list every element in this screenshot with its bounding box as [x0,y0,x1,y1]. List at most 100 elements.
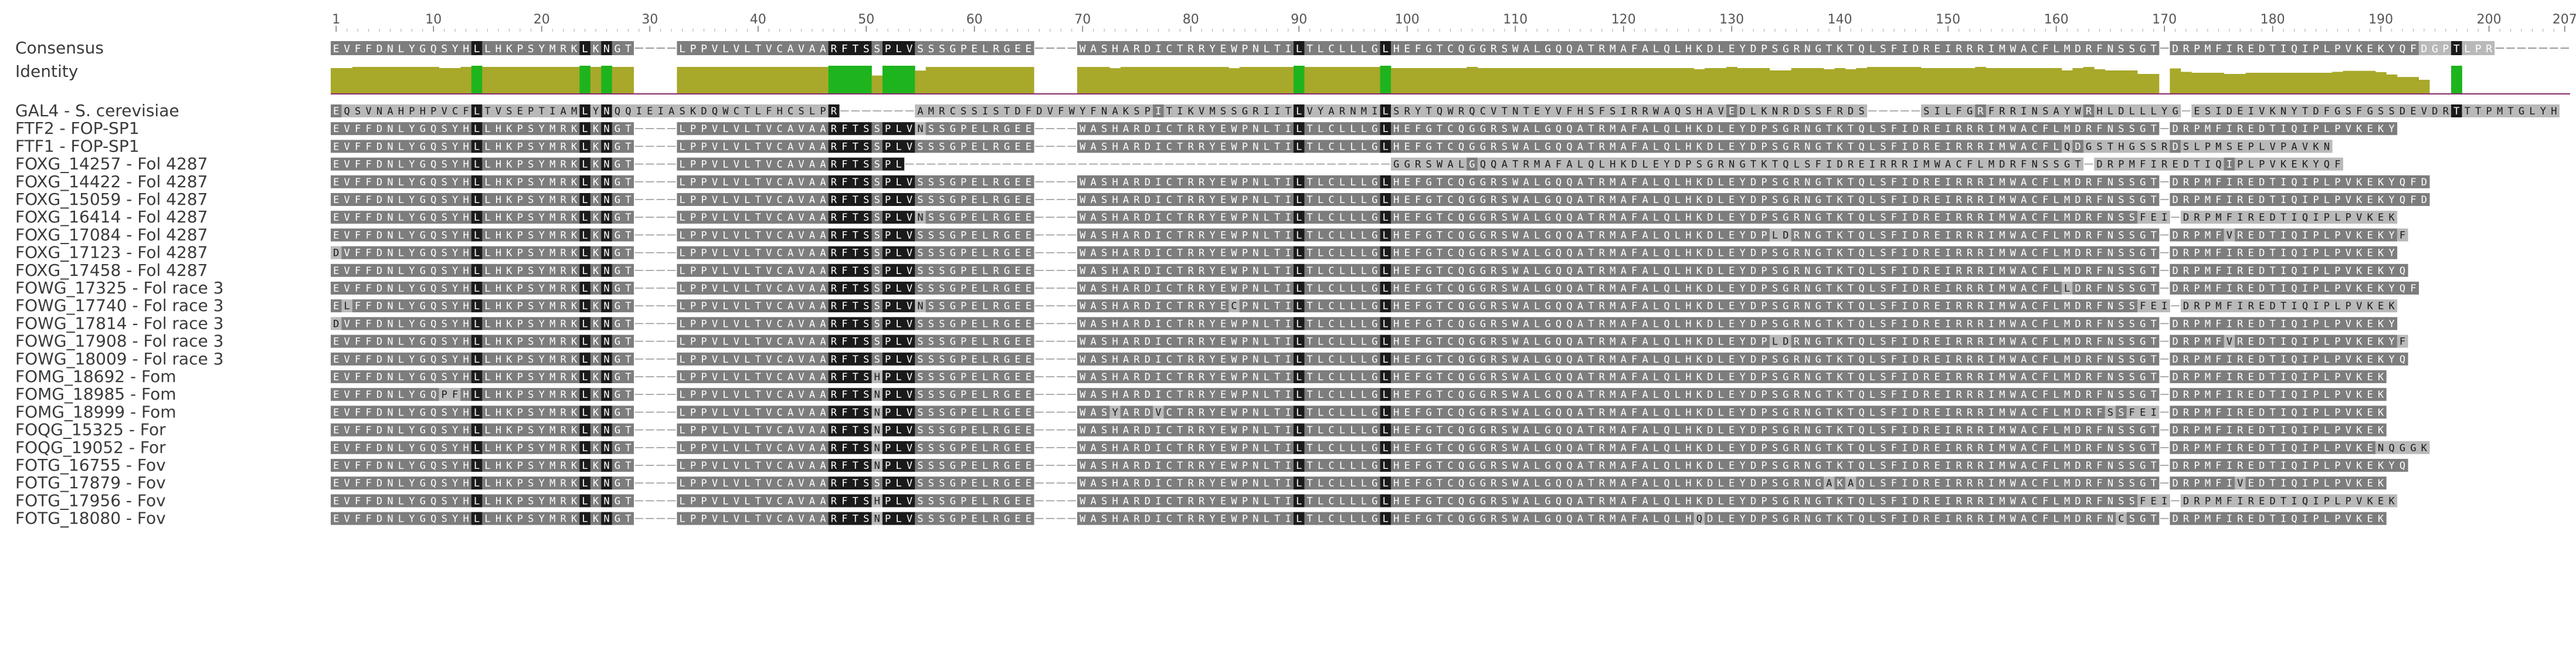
residue: M [2129,159,2135,171]
residue: L [744,194,750,206]
residue: Q [1458,212,1464,224]
residue: R [993,194,1000,206]
residue: R [993,248,1000,259]
residue: K [571,229,578,241]
residue: S [863,177,869,188]
residue: V [2270,159,2276,171]
residue: L [1318,212,1323,224]
residue: G [1480,212,1486,224]
consensus-residue: L [1382,43,1389,55]
sequence-label: GAL4 - S. cerevisiae [15,101,179,120]
residue: L [1653,177,1659,188]
residue: L [1599,159,1605,171]
consensus-cell [850,41,861,55]
residue: I [1988,123,1994,135]
consensus-cell [2061,41,2073,55]
consensus-cell [2321,41,2333,55]
residue: T [1826,283,1832,295]
residue: E [2151,212,2157,224]
residue: G [2140,283,2146,295]
residue: L [484,229,490,241]
residue: S [2129,123,2135,135]
consensus-cell [1272,41,1283,55]
residue: L [484,177,490,188]
residue: R [2183,194,2190,206]
residue: R [2183,283,2190,295]
residue: K [2378,177,2384,188]
consensus-cell [352,41,364,55]
residue: D [2172,248,2178,259]
residue: A [820,194,826,206]
residue: Y [2388,229,2394,241]
identity-bar [806,67,818,94]
residue: T [625,300,631,312]
residue: N [2324,141,2330,153]
residue: D [1750,248,1756,259]
consensus-cell [1098,41,1110,55]
consensus-cell [2126,41,2138,55]
residue: D [1913,123,1919,135]
identity-bar [817,67,829,94]
residue: E [1026,229,1031,241]
identity-bar [536,67,548,94]
consensus-residue: V [798,43,805,55]
residue: G [1480,248,1486,259]
residue: S [528,229,534,241]
consensus-cell [1780,41,1792,55]
consensus-cell [979,41,991,55]
residue: S [939,212,945,224]
identity-bar [1640,68,1651,94]
residue: T [853,141,858,153]
residue: F [355,159,361,171]
ruler-tick-label: 130 [1719,12,1744,27]
residue: V [344,123,350,135]
residue: F [2324,106,2330,117]
sequence-label: FOWG_17325 - Fol race 3 [15,278,223,298]
residue: D [1913,229,1919,241]
consensus-cell [2483,41,2495,55]
residue: H [1393,229,1399,241]
consensus-residue: S [917,43,924,55]
residue: D [2075,265,2081,277]
residue: K [571,283,578,295]
residue: F [2410,177,2416,188]
residue: T [1588,248,1594,259]
residue: P [517,159,523,171]
residue: K [2388,212,2395,224]
residue: S [928,283,934,295]
identity-bar [904,66,915,94]
residue: H [495,123,501,135]
residue: R [1718,159,1725,171]
residue: Q [1458,283,1464,295]
residue: T [1826,248,1832,259]
residue: N [603,229,609,241]
residue: T [625,141,631,153]
consensus-cell [1769,41,1781,55]
consensus-residue: S [863,43,870,55]
residue: F [2021,159,2027,171]
residue: P [409,106,415,117]
residue: Y [1415,106,1421,117]
residue: R [1188,265,1194,277]
consensus-residue: A [1620,43,1627,55]
residue: P [885,229,891,241]
residue: W [1512,123,1519,135]
consensus-residue: K [2356,43,2363,55]
residue: T [1307,194,1313,206]
residue: E [1729,248,1735,259]
consensus-cell [1239,41,1251,55]
consensus-residue: G [419,43,426,55]
identity-bar [698,67,710,94]
identity-bar [1499,68,1511,94]
identity-bar [1163,67,1175,94]
residue: L [1869,212,1875,224]
residue: I [1285,229,1291,241]
residue: E [2248,248,2254,259]
residue: D [1145,265,1150,277]
residue: D [2399,106,2405,117]
residue: G [1469,283,1475,295]
consensus-residue: Q [2291,43,2297,55]
residue: G [950,123,956,135]
residue: D [1631,159,1637,171]
